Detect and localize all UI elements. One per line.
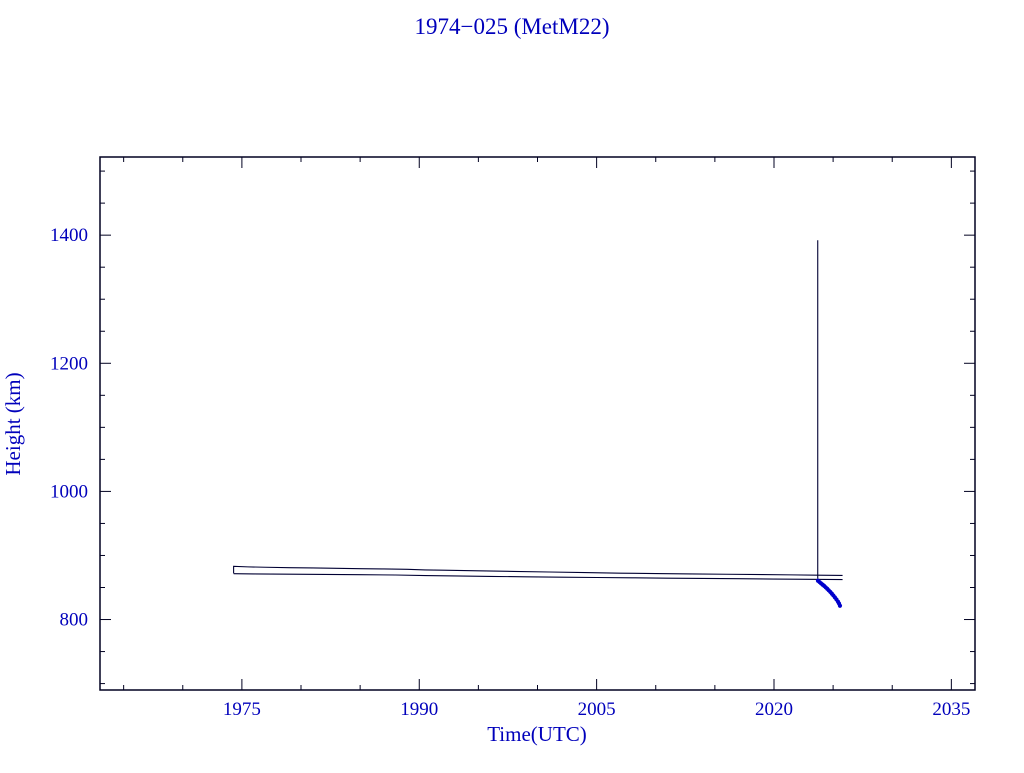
chart-title: 1974−025 (MetM22) [414, 14, 609, 39]
y-tick-label: 1200 [50, 353, 88, 374]
series-perigee-height-km [233, 573, 843, 581]
decay-track-dot [837, 603, 843, 608]
x-tick-label: 2035 [932, 699, 970, 720]
y-axis-label: Height (km) [1, 372, 25, 475]
x-tick-label: 1975 [223, 699, 261, 720]
series-apogee-height-km [233, 565, 843, 577]
y-tick-label: 1000 [50, 481, 88, 502]
x-tick-label: 2020 [755, 699, 793, 720]
x-tick-label: 2005 [578, 699, 616, 720]
x-axis-label: Time(UTC) [487, 722, 587, 746]
y-tick-label: 1400 [50, 225, 88, 246]
y-tick-label: 800 [60, 610, 89, 631]
axes-layer: 1975 1990 2005 2020 2035 800 1000 1200 1400 [50, 157, 975, 720]
series-layer [233, 240, 843, 608]
x-tick-label: 1990 [400, 699, 438, 720]
plot-frame [99, 156, 976, 691]
